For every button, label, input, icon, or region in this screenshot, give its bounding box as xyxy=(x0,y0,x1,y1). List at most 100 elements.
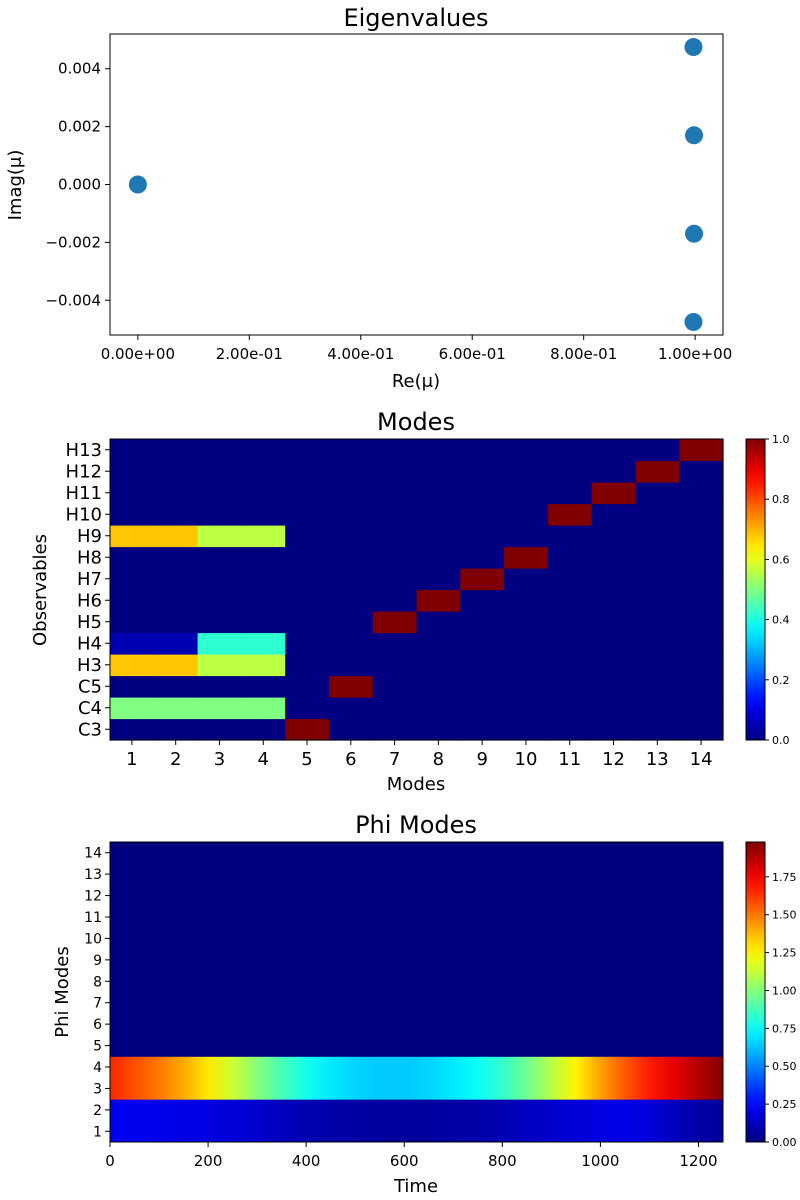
heatmap-cell xyxy=(504,675,549,698)
heatmap-cell xyxy=(504,568,549,591)
y-tick-label: 10 xyxy=(84,931,102,947)
heatmap-cell xyxy=(110,525,155,548)
y-tick-label: 2 xyxy=(93,1103,102,1119)
heatmap-cell xyxy=(285,697,330,720)
heatmap-cell xyxy=(197,718,242,741)
y-tick-label: 8 xyxy=(93,974,102,990)
heatmap-cell xyxy=(591,568,637,591)
heatmap-cell xyxy=(635,568,680,591)
phi-modes-y-label: Phi Modes xyxy=(52,946,73,1037)
heatmap-cell xyxy=(591,611,637,634)
heatmap-cell xyxy=(460,654,505,677)
heatmap-cell xyxy=(153,568,199,591)
y-tick-label: H3 xyxy=(77,655,102,676)
heatmap-cell xyxy=(328,503,374,526)
heatmap-cell xyxy=(285,568,330,591)
heatmap-cell xyxy=(153,525,199,548)
heatmap-cell xyxy=(285,482,330,505)
heatmap-cell xyxy=(285,460,330,483)
y-tick-label: 6 xyxy=(93,1017,102,1033)
heatmap-cell xyxy=(416,568,461,591)
heatmap-cell xyxy=(504,439,549,462)
heatmap-cell xyxy=(197,589,242,612)
heatmap-cell xyxy=(197,503,242,526)
heatmap-cell xyxy=(591,460,637,483)
x-tick-label: 12 xyxy=(602,749,625,770)
heatmap-cell xyxy=(241,675,286,698)
x-tick-label: 0.00e+00 xyxy=(101,345,175,363)
heatmap-cell xyxy=(547,546,593,569)
heatmap-cell xyxy=(416,546,461,569)
heatmap-cell xyxy=(197,697,242,720)
heatmap-cell xyxy=(285,632,330,655)
x-tick-label: 1.00e+00 xyxy=(658,345,732,363)
x-tick-label: 400 xyxy=(292,1152,321,1170)
heatmap-cell xyxy=(591,546,637,569)
heatmap-cell xyxy=(679,439,724,462)
y-tick-label: H6 xyxy=(77,590,102,611)
heatmap-cell xyxy=(372,460,418,483)
eigenvalue-point xyxy=(684,312,703,331)
x-tick-label: 1200 xyxy=(679,1152,717,1170)
heatmap-cell xyxy=(416,482,461,505)
heatmap-cell xyxy=(285,675,330,698)
heatmap-cell xyxy=(241,482,286,505)
heatmap-cell xyxy=(679,697,724,720)
heatmap-cell xyxy=(285,546,330,569)
eigenvalues-y-axis: −0.004 −0.002 0.000 0.002 0.004 xyxy=(45,60,110,309)
heatmap-cell xyxy=(153,482,199,505)
heatmap-cell xyxy=(679,525,724,548)
heatmap-cell xyxy=(460,568,505,591)
y-tick-label: H4 xyxy=(77,633,102,654)
heatmap-cell xyxy=(328,697,374,720)
heatmap-cell xyxy=(197,546,242,569)
heatmap-cell xyxy=(504,460,549,483)
modes-colorbar-tick-label: 0.6 xyxy=(772,553,790,566)
modes-colorbar-tick-label: 0.4 xyxy=(772,614,790,627)
eigenvalues-plot-area xyxy=(109,33,724,336)
phi-modes-colorbar-tick-label: 0.75 xyxy=(772,1022,797,1035)
heatmap-cell xyxy=(416,654,461,677)
y-tick-label: H7 xyxy=(77,569,102,590)
x-tick-label: 7 xyxy=(389,749,400,770)
x-tick-label: 2 xyxy=(170,749,181,770)
heatmap-cell xyxy=(328,460,374,483)
heatmap-cell xyxy=(110,632,155,655)
y-tick-label: 0.002 xyxy=(58,118,101,136)
y-tick-label: 0.000 xyxy=(58,176,101,194)
heatmap-cell xyxy=(547,718,593,741)
modes-colorbar-tick-label: 0.0 xyxy=(772,734,790,747)
heatmap-cell xyxy=(460,632,505,655)
heatmap-cell xyxy=(635,482,680,505)
y-tick-label: 13 xyxy=(84,867,102,883)
heatmap-cell xyxy=(591,589,637,612)
heatmap-cell xyxy=(679,568,724,591)
heatmap-cell xyxy=(372,546,418,569)
heatmap-cell xyxy=(504,697,549,720)
x-tick-label: 800 xyxy=(488,1152,517,1170)
heatmap-cell xyxy=(679,460,724,483)
phi-modes-colorbar-tick-label: 1.50 xyxy=(772,909,797,922)
heatmap-cell xyxy=(328,718,374,741)
eigenvalue-point xyxy=(685,224,704,243)
heatmap-cell xyxy=(153,632,199,655)
heatmap-cell xyxy=(547,654,593,677)
eigenvalues-points xyxy=(128,38,704,331)
x-tick-label: 3 xyxy=(214,749,225,770)
heatmap-cell xyxy=(197,482,242,505)
x-tick-label: 4 xyxy=(258,749,269,770)
heatmap-cell xyxy=(416,439,461,462)
heatmap-cell xyxy=(153,589,199,612)
heatmap-cell xyxy=(241,632,286,655)
heatmap-cell xyxy=(416,525,461,548)
heatmap-cell xyxy=(110,482,155,505)
heatmap-cell xyxy=(372,697,418,720)
modes-colorbar-gradient xyxy=(745,438,766,741)
heatmap-cell xyxy=(635,611,680,634)
heatmap-cell xyxy=(153,718,199,741)
heatmap-cell xyxy=(241,654,286,677)
heatmap-cell xyxy=(460,611,505,634)
heatmap-cell xyxy=(153,503,199,526)
heatmap-cell xyxy=(504,482,549,505)
